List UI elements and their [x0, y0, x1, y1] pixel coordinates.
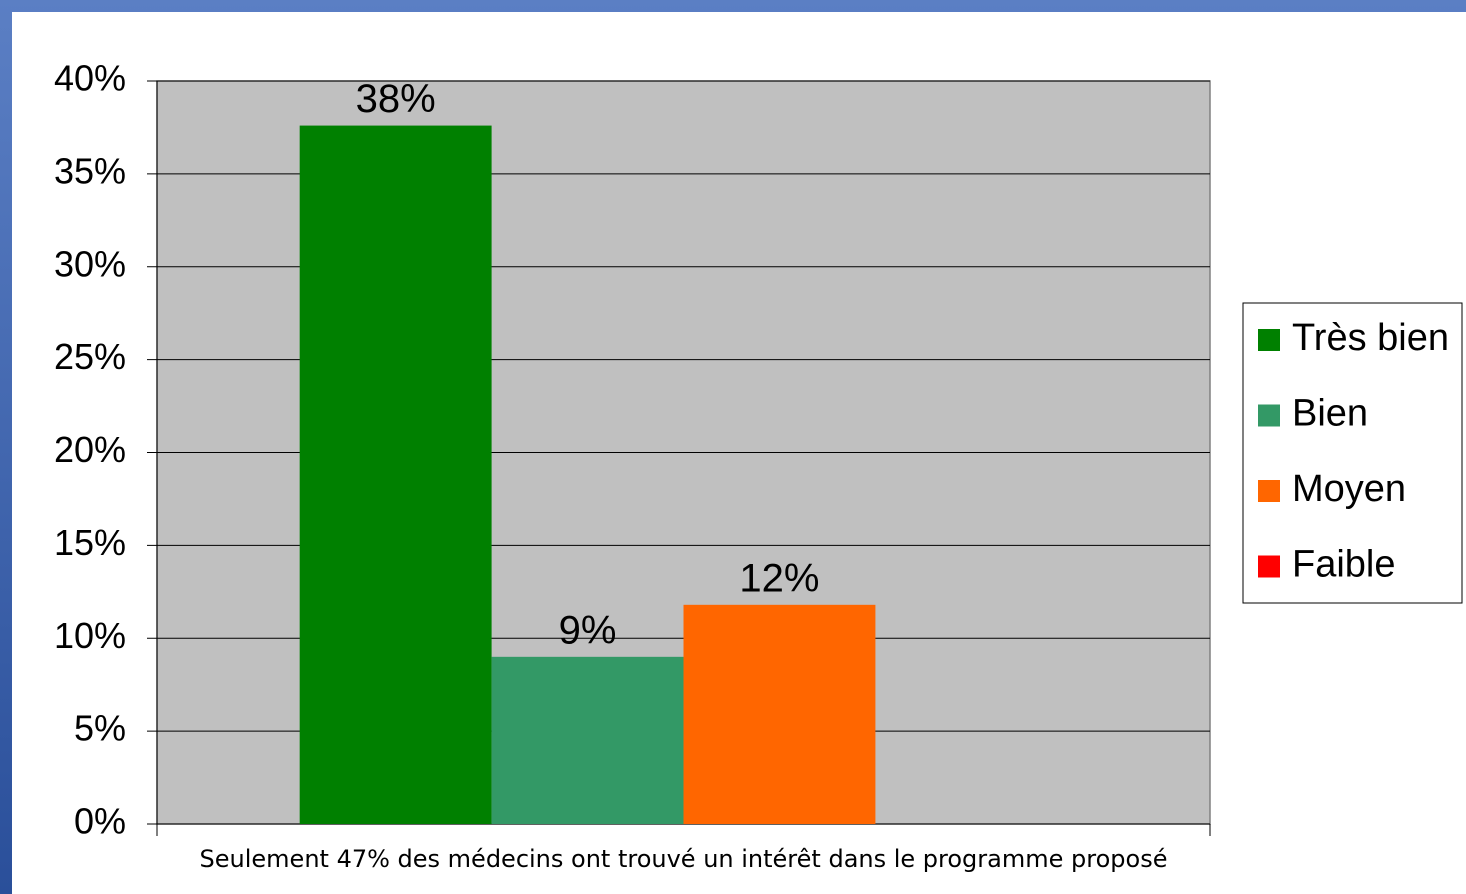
legend-label: Bien [1292, 393, 1368, 435]
y-tick-label: 0% [74, 801, 126, 842]
legend-label: Très bien [1292, 317, 1449, 359]
y-tick-label: 20% [54, 429, 126, 470]
y-tick-label: 30% [54, 243, 126, 284]
bar [299, 125, 492, 824]
bar [683, 604, 876, 824]
data-label: 9% [559, 608, 617, 652]
x-tick-label: Seulement 47% des médecins ont trouvé un… [200, 845, 1168, 873]
y-tick-label: 35% [54, 150, 126, 191]
y-tick-label: 25% [54, 336, 126, 377]
y-tick-label: 5% [74, 708, 126, 749]
data-label: 38% [356, 77, 436, 121]
legend-swatch [1258, 404, 1280, 427]
bar [491, 656, 684, 824]
y-tick-label: 10% [54, 615, 126, 656]
legend-swatch [1258, 329, 1280, 351]
data-label: 12% [739, 556, 819, 600]
legend-box [1242, 302, 1463, 604]
legend-label: Faible [1292, 544, 1396, 586]
y-tick-label: 40% [54, 58, 126, 99]
legend-swatch [1258, 555, 1280, 578]
legend-label: Moyen [1292, 468, 1406, 510]
legend-swatch [1258, 480, 1280, 502]
y-tick-label: 15% [54, 522, 126, 563]
